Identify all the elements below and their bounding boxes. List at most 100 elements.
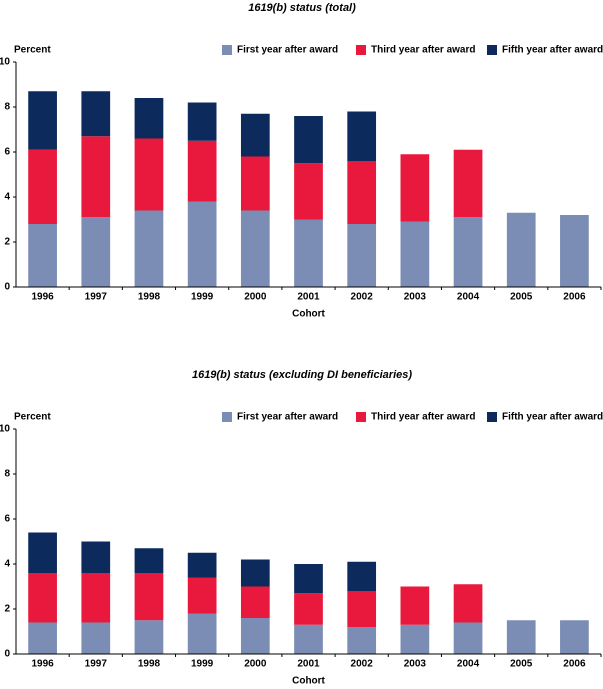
y-tick-label: 6 (4, 147, 10, 158)
bar-segment (240, 559, 270, 587)
x-tick-label: 2000 (244, 292, 267, 303)
x-tick-label: 2001 (297, 292, 320, 303)
x-tick-label: 2001 (297, 659, 320, 670)
legend-swatch (356, 45, 366, 55)
y-tick-label: 10 (0, 424, 10, 435)
x-tick-label: 1998 (138, 659, 161, 670)
x-tick-label: 2006 (563, 659, 586, 670)
legend-swatch (356, 412, 366, 422)
x-tick-label: 1998 (138, 292, 161, 303)
bar-segment (294, 219, 323, 287)
y-tick-label: 0 (4, 282, 10, 293)
bar-segment (347, 591, 377, 627)
y-tick-label: 4 (4, 192, 10, 203)
bar-segment (28, 622, 57, 654)
y-axis-label: Percent (14, 45, 51, 56)
bar-segment (134, 573, 164, 621)
bar-segment (294, 624, 323, 654)
bar-segment (187, 140, 217, 202)
bar-segment (134, 210, 164, 287)
bar-segment (28, 573, 57, 623)
bar-segment (400, 624, 430, 654)
bar-segment (294, 593, 323, 625)
bar-segment (240, 586, 270, 618)
x-tick-label: 2005 (510, 659, 533, 670)
legend-swatch (222, 45, 232, 55)
bar-segment (453, 149, 483, 218)
bar-segment (187, 201, 217, 287)
bar-segment (81, 91, 111, 137)
bar-segment (347, 561, 377, 591)
x-axis-label: Cohort (292, 676, 325, 687)
bar-segment (347, 627, 377, 654)
y-tick-label: 8 (4, 102, 10, 113)
bar-segment (187, 577, 217, 614)
x-tick-label: 2002 (351, 292, 374, 303)
bar-segment (453, 584, 483, 623)
bar-segment (560, 620, 589, 654)
bar-segment (240, 113, 270, 157)
y-axis-label: Percent (14, 412, 51, 423)
x-tick-label: 1997 (85, 659, 108, 670)
x-tick-label: 1999 (191, 292, 214, 303)
bar-segment (187, 102, 217, 141)
bar-segment (560, 215, 589, 287)
bar-segment (400, 154, 430, 222)
legend-swatch (487, 412, 497, 422)
legend-label: Fifth year after award (502, 45, 603, 56)
legend-label: First year after award (237, 412, 338, 423)
x-tick-label: 1996 (31, 659, 54, 670)
y-tick-label: 2 (4, 237, 10, 248)
bar-segment (240, 210, 270, 287)
legend-label: First year after award (237, 45, 338, 56)
bar-segment (347, 161, 377, 224)
x-tick-label: 2003 (404, 659, 427, 670)
bar-segment (240, 156, 270, 211)
bar-segment (81, 541, 111, 573)
y-tick-label: 8 (4, 469, 10, 480)
bar-segment (294, 163, 323, 220)
y-tick-label: 0 (4, 649, 10, 660)
bar-segment (400, 586, 430, 625)
y-tick-label: 2 (4, 604, 10, 615)
bar-segment (400, 221, 430, 287)
y-tick-label: 4 (4, 559, 10, 570)
x-tick-label: 2004 (457, 659, 480, 670)
x-tick-label: 1996 (31, 292, 54, 303)
x-tick-label: 2004 (457, 292, 480, 303)
bar-segment (347, 224, 377, 287)
bar-segment (81, 217, 111, 287)
chart-title: 1619(b) status (total) (248, 2, 356, 14)
legend-label: Fifth year after award (502, 412, 603, 423)
bar-segment (347, 111, 377, 161)
bar-segment (240, 618, 270, 654)
y-tick-label: 10 (0, 57, 10, 68)
bar-segment (134, 620, 164, 654)
bar-segment (134, 98, 164, 139)
bar-segment (134, 548, 164, 573)
x-tick-label: 2000 (244, 659, 267, 670)
x-tick-label: 1999 (191, 659, 214, 670)
bar-segment (81, 573, 111, 623)
bar-segment (453, 622, 483, 654)
legend-label: Third year after award (371, 45, 475, 56)
x-axis-label: Cohort (292, 309, 325, 320)
bar-segment (294, 564, 323, 594)
x-tick-label: 1997 (85, 292, 108, 303)
bar-segment (134, 138, 164, 211)
y-tick-label: 6 (4, 514, 10, 525)
x-tick-label: 2005 (510, 292, 533, 303)
chart-title: 1619(b) status (excluding DI beneficiari… (192, 369, 412, 381)
bar-segment (28, 149, 57, 224)
x-tick-label: 2003 (404, 292, 427, 303)
bar-segment (187, 613, 217, 654)
bar-segment (28, 224, 57, 287)
bar-segment (81, 136, 111, 218)
legend-label: Third year after award (371, 412, 475, 423)
legend-swatch (487, 45, 497, 55)
bar-segment (453, 217, 483, 287)
bar-segment (28, 532, 57, 573)
bar-segment (506, 212, 536, 287)
bar-segment (187, 552, 217, 578)
